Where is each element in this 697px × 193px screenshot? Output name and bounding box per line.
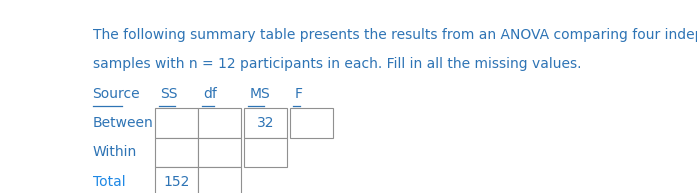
Text: The following summary table presents the results from an ANOVA comparing four in: The following summary table presents the… [93, 28, 697, 42]
Bar [198, 167, 241, 193]
Text: 152: 152 [163, 175, 190, 189]
Text: df: df [204, 87, 217, 101]
Bar [244, 138, 287, 167]
Bar [290, 108, 333, 138]
Text: Total: Total [93, 175, 125, 189]
Text: Source: Source [93, 87, 140, 101]
Bar [155, 108, 198, 138]
Bar [155, 167, 198, 193]
Bar [155, 138, 198, 167]
Bar [198, 138, 241, 167]
Text: Within: Within [93, 146, 137, 159]
Text: 32: 32 [256, 116, 274, 130]
Bar [244, 108, 287, 138]
Bar [198, 108, 241, 138]
Text: Between: Between [93, 116, 153, 130]
Text: samples with n = 12 participants in each. Fill in all the missing values.: samples with n = 12 participants in each… [93, 57, 581, 71]
Text: F: F [295, 87, 303, 101]
Text: MS: MS [250, 87, 270, 101]
Text: SS: SS [160, 87, 178, 101]
